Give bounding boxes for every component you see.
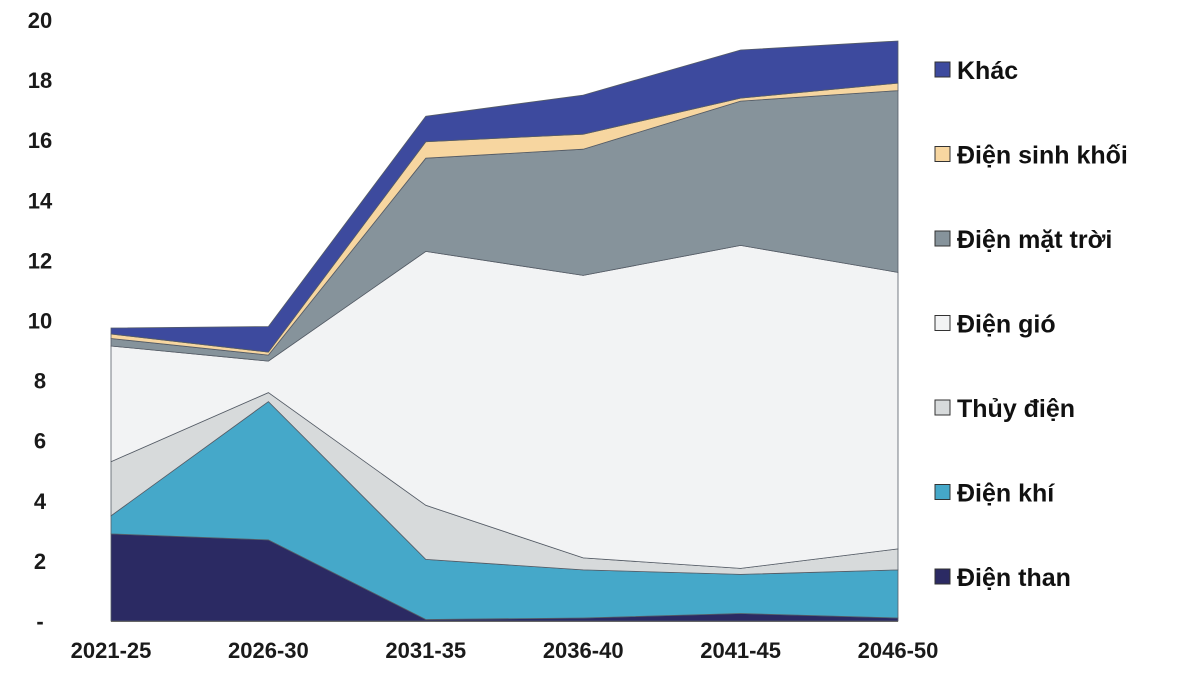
legend-label-dien-mat-troi: Điện mặt trời [957, 226, 1112, 254]
area-khac [110, 40, 899, 353]
legend-label-dien-sinh-khoi: Điện sinh khối [957, 142, 1128, 170]
legend-label-dien-than: Điện than [957, 564, 1071, 592]
legend-swatch-dien-khi [934, 484, 951, 500]
legend-swatch-dien-gio [934, 315, 951, 331]
x-tick-label: 2046-50 [858, 638, 939, 663]
legend-swatch-dien-sinh-khoi [934, 146, 951, 162]
legend-label-dien-gio: Điện gió [957, 311, 1056, 339]
y-tick-label: 2 [34, 549, 46, 574]
y-tick-label: 10 [28, 309, 52, 334]
legend-swatch-dien-mat-troi [934, 230, 951, 247]
y-tick-label: 4 [34, 489, 47, 514]
y-tick-label: 14 [28, 188, 53, 213]
x-tick-label: 2036-40 [543, 638, 624, 663]
x-tick-label: 2026-30 [228, 638, 309, 663]
y-tick-label: 8 [34, 369, 46, 394]
y-axis: - 2 4 6 8 10 12 14 16 18 20 [28, 8, 53, 634]
legend: Khác Điện sinh khối Điện mặt trời Điện gió T… [934, 57, 1128, 592]
legend-label-dien-khi: Điện khí [957, 480, 1055, 508]
y-tick-label: 12 [28, 248, 52, 273]
x-tick-label: 2031-35 [385, 638, 466, 663]
x-tick-label: 2041-45 [700, 638, 781, 663]
y-tick-label: 16 [28, 128, 52, 153]
legend-label-khac: Khác [957, 57, 1018, 85]
y-tick-label: 6 [34, 429, 46, 454]
x-axis: 2021-25 2026-30 2031-35 2036-40 2041-45 2046-… [71, 621, 939, 663]
x-tick-label: 2021-25 [71, 638, 152, 663]
area-layer [110, 40, 899, 622]
legend-swatch-thuy-dien [934, 399, 951, 416]
legend-swatch-khac [934, 61, 951, 78]
legend-swatch-dien-than [934, 568, 951, 585]
y-tick-label: - [36, 609, 43, 634]
y-tick-label: 18 [28, 68, 52, 93]
legend-label-thuy-dien: Thủy điện [957, 395, 1075, 423]
y-tick-label: 20 [28, 8, 52, 33]
